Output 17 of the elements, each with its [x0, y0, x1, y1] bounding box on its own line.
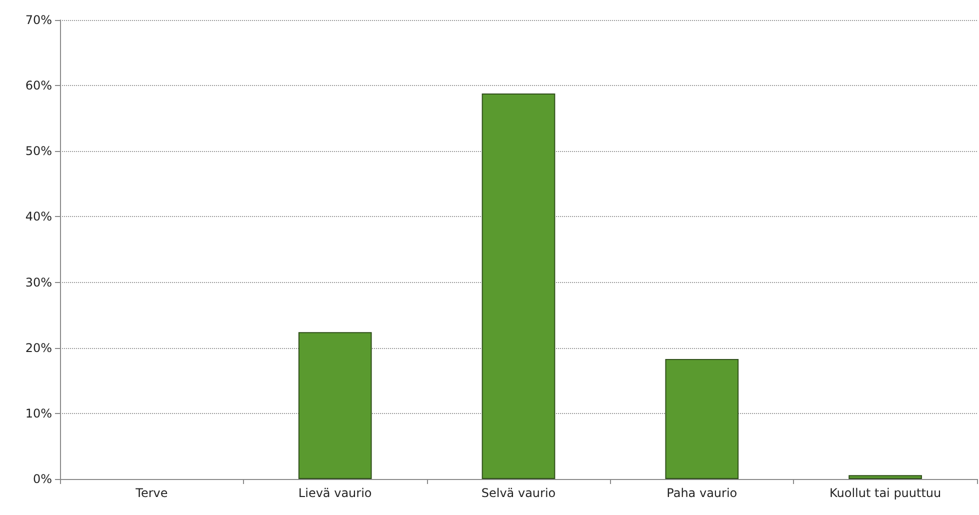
x-tick-label: Selvä vaurio — [481, 486, 556, 500]
x-tick-label: Terve — [134, 486, 168, 500]
x-tick-label: Paha vaurio — [666, 486, 738, 500]
bar — [848, 475, 922, 479]
y-tick-label: 30% — [25, 275, 52, 290]
bar — [298, 332, 372, 479]
y-tick-label: 70% — [25, 13, 52, 27]
y-tick-label: 20% — [25, 340, 52, 355]
y-tick-label: 60% — [25, 78, 52, 93]
y-tick-label: 10% — [25, 406, 52, 420]
x-tick-label: Lievä vaurio — [298, 486, 372, 500]
y-tick-label: 0% — [32, 472, 52, 486]
bar — [482, 93, 556, 479]
y-tick-label: 40% — [25, 210, 52, 224]
bar — [665, 359, 739, 479]
x-tick-label: Kuollut tai puuttuu — [829, 486, 942, 500]
y-tick-label: 50% — [25, 144, 52, 158]
